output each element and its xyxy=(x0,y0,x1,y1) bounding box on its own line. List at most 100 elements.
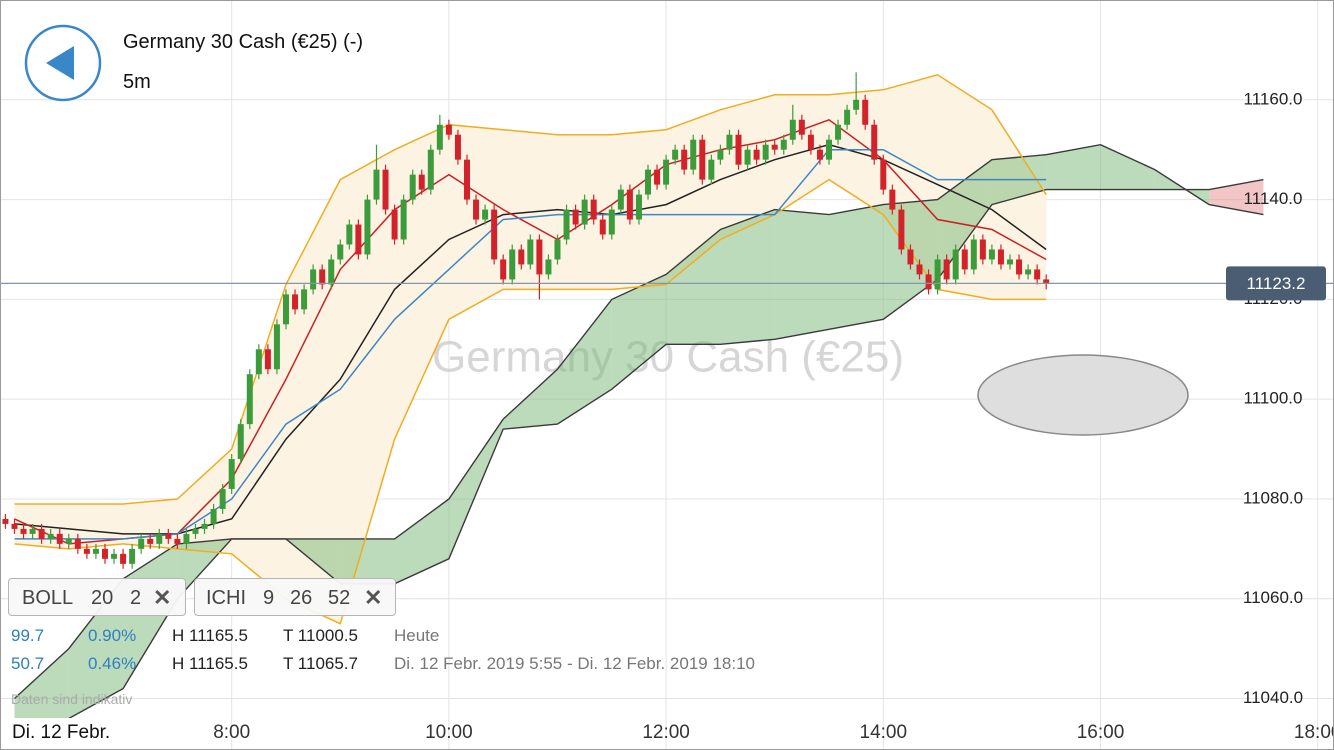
candle-body xyxy=(418,174,425,190)
cloud-fill xyxy=(1046,144,1101,190)
back-button[interactable] xyxy=(18,18,108,108)
candle-body xyxy=(726,134,733,150)
candle-body xyxy=(201,523,208,529)
candle-body xyxy=(29,528,36,534)
disclaimer: Daten sind indikativ xyxy=(11,691,133,707)
candle-body xyxy=(409,174,416,200)
candle-body xyxy=(83,548,90,554)
candle-body xyxy=(147,538,154,544)
candle-body xyxy=(599,219,606,235)
candle-body xyxy=(111,553,118,559)
chip-param: 52 xyxy=(328,587,351,609)
candle-body xyxy=(310,269,317,290)
candle-body xyxy=(717,149,724,160)
candle-body xyxy=(590,199,597,220)
candle-body xyxy=(391,209,398,240)
candle-body xyxy=(282,294,289,325)
candle-body xyxy=(672,149,679,160)
indicator-line xyxy=(14,178,1047,625)
candle-body xyxy=(210,508,217,524)
candle-body xyxy=(572,209,579,225)
candle-body xyxy=(1043,279,1050,284)
stat-percent: 0.46% xyxy=(88,654,137,673)
candle-body xyxy=(626,189,633,220)
y-tick-label: 11040.0 xyxy=(1243,688,1303,707)
candle-body xyxy=(264,349,271,370)
x-tick-label: 10:00 xyxy=(425,722,473,743)
indicator-chip[interactable]: BOLL 20 2 ✕ xyxy=(8,578,186,616)
candle-body xyxy=(617,189,624,210)
stat-percent: 0.90% xyxy=(88,626,137,645)
candle-body xyxy=(1007,259,1014,265)
candle-body xyxy=(518,249,525,265)
chip-param: 2 xyxy=(130,587,142,609)
candle-body xyxy=(853,99,860,110)
candle-body xyxy=(780,139,787,150)
cloud-fill xyxy=(448,419,504,559)
candle-body xyxy=(690,139,697,170)
indicator-line xyxy=(14,73,1047,505)
chip-param: 20 xyxy=(91,587,114,609)
candle-body xyxy=(644,169,651,195)
candle-body xyxy=(979,239,986,260)
candle-body xyxy=(708,159,715,180)
candle-body xyxy=(301,289,308,310)
candle-body xyxy=(554,239,561,260)
candle-body xyxy=(1025,269,1032,275)
candle-body xyxy=(11,523,18,529)
x-tick-label: 16:00 xyxy=(1077,722,1125,743)
stat-high: H 11165.5 xyxy=(172,626,248,645)
candle-body xyxy=(681,149,688,170)
candle-body xyxy=(753,149,760,160)
candle-body xyxy=(816,149,823,160)
candle-body xyxy=(228,459,235,489)
candle-body xyxy=(427,149,434,190)
chip-label: BOLL xyxy=(22,587,74,609)
candle-body xyxy=(1016,259,1023,275)
chip-close[interactable]: ✕ xyxy=(153,585,172,610)
candle-body xyxy=(608,209,615,235)
candle-body xyxy=(165,533,172,539)
cloud-fill xyxy=(666,229,721,345)
candle-body xyxy=(825,139,832,160)
candle-body xyxy=(934,259,941,290)
candle-body xyxy=(246,374,253,425)
candle-body xyxy=(328,259,335,285)
candle-body xyxy=(943,259,950,280)
candle-body xyxy=(337,244,344,260)
stat-period: Di. 12 Febr. 2019 5:55 - Di. 12 Febr. 20… xyxy=(394,654,756,673)
candle-body xyxy=(174,538,181,544)
candle-body xyxy=(454,134,461,160)
y-tick-label: 11060.0 xyxy=(1243,588,1303,607)
price-label: 11123.2 xyxy=(1247,274,1306,293)
candle-body xyxy=(319,269,326,285)
cloud-fill xyxy=(557,299,612,425)
candle-body xyxy=(56,533,63,544)
candle-body xyxy=(183,533,190,544)
candle-body xyxy=(491,209,498,260)
candle-body xyxy=(735,134,742,165)
candle-body xyxy=(898,209,905,250)
candle-body xyxy=(925,274,932,290)
x-tick-label: 14:00 xyxy=(860,722,908,743)
candle-body xyxy=(156,533,163,544)
cloud-fill xyxy=(503,369,558,430)
candle-body xyxy=(219,488,226,509)
candle-body xyxy=(445,124,452,135)
indicator-chip[interactable]: ICHI 9 26 52 ✕ xyxy=(194,578,396,616)
y-tick-label: 11160.0 xyxy=(1244,89,1303,108)
cloud-fill xyxy=(394,498,449,584)
candle-body xyxy=(364,199,371,255)
candle-body xyxy=(581,199,588,225)
instrument-title: Germany 30 Cash (€25) (-) xyxy=(123,31,364,53)
candle-body xyxy=(762,144,769,160)
placeholder-oval xyxy=(977,354,1189,436)
candle-body xyxy=(500,259,507,280)
candle-body xyxy=(346,224,353,245)
candle-body xyxy=(463,159,470,200)
candle-body xyxy=(47,533,54,539)
cloud-fill xyxy=(720,209,775,345)
chip-close[interactable]: ✕ xyxy=(364,585,383,610)
band-fill xyxy=(14,74,1047,624)
back-arrow[interactable] xyxy=(46,46,74,80)
